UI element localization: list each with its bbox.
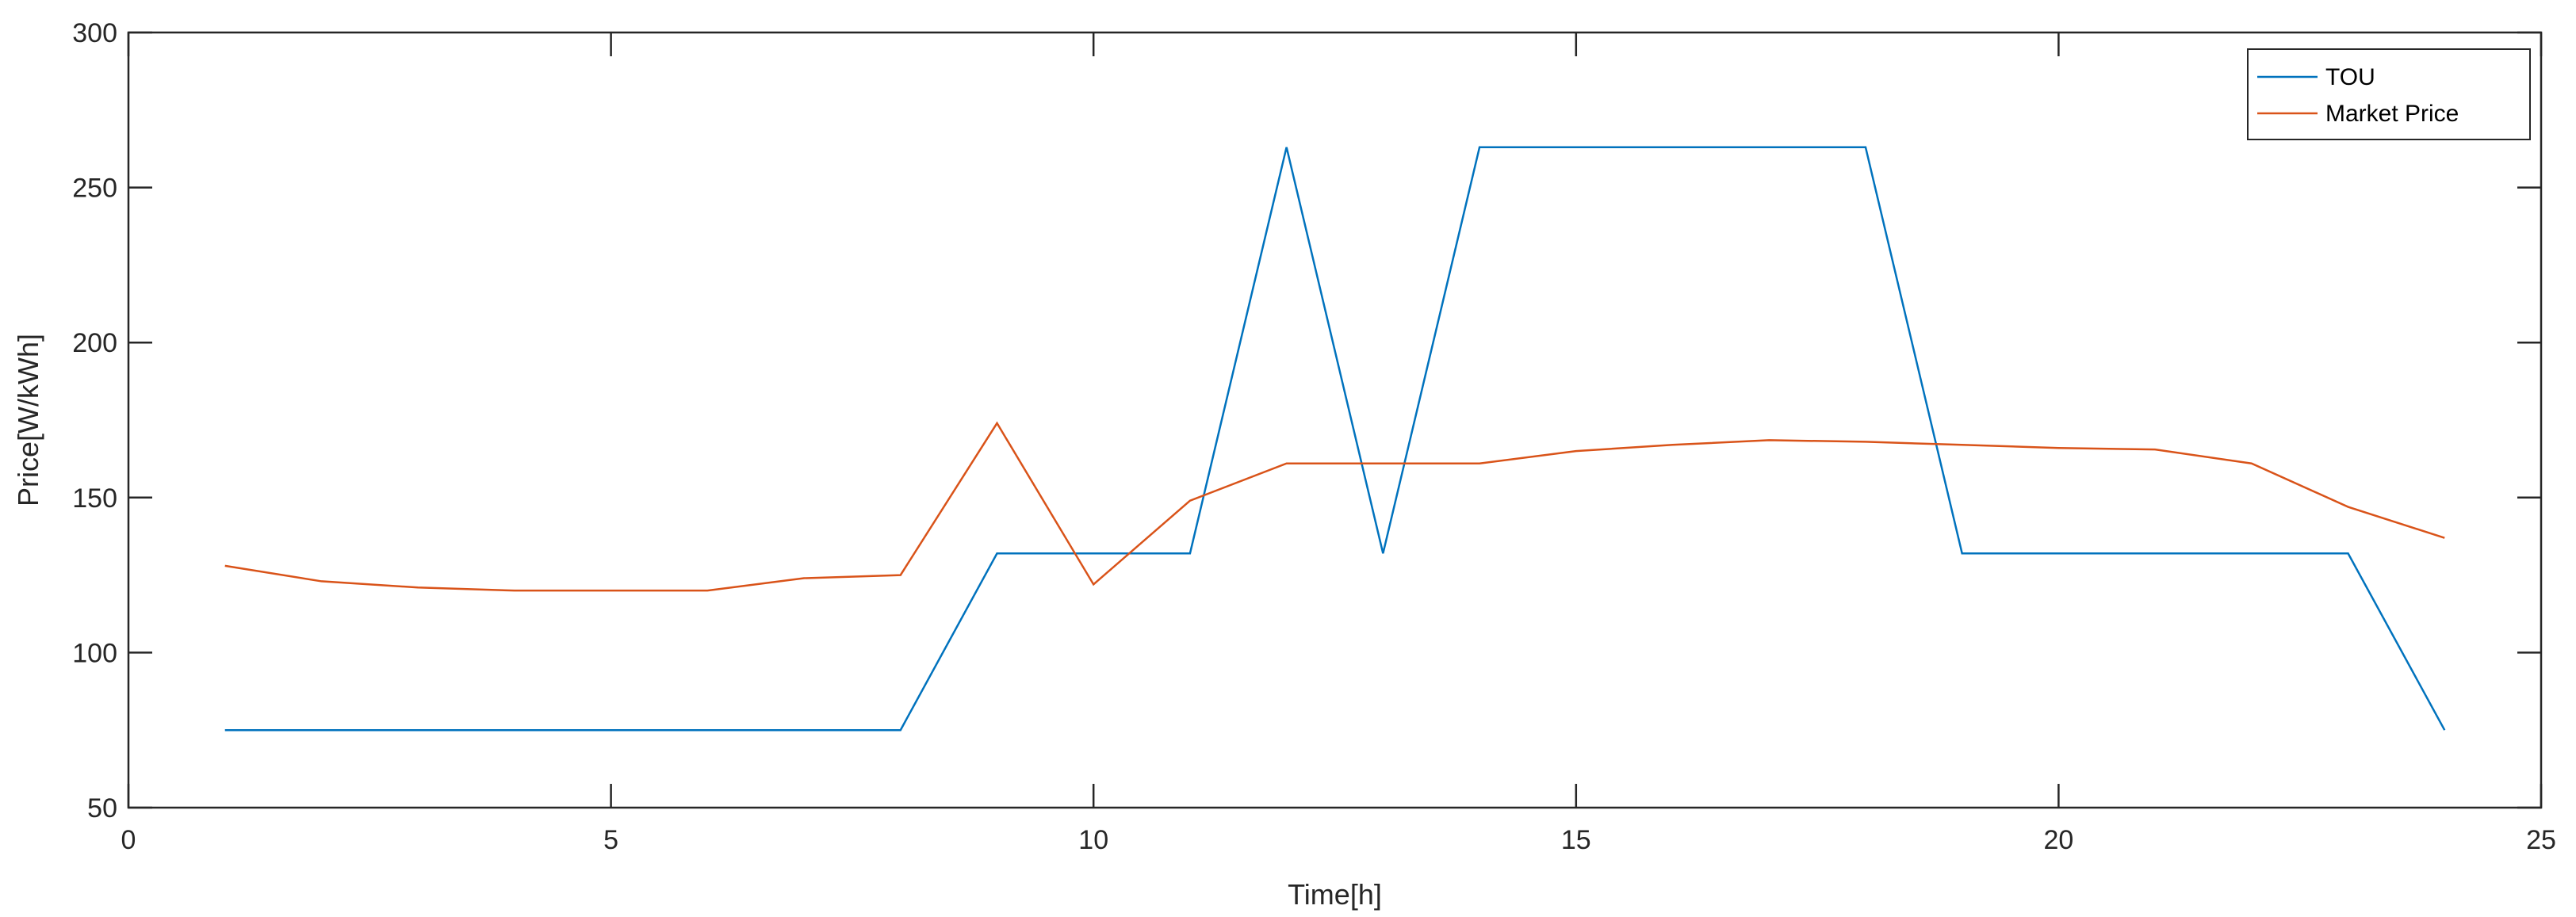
y-tick-label: 100 [72,638,117,668]
y-tick-label: 150 [72,483,117,514]
x-tick-label: 10 [1078,825,1108,855]
legend: TOU Market Price [2247,48,2531,140]
x-tick-label: 25 [2526,825,2556,855]
series-line-tou [224,146,2446,732]
series-line-market-price [224,421,2445,592]
y-tick-label: 200 [72,328,117,358]
series-lines [224,146,2446,732]
y-tick-label: 50 [87,793,117,823]
x-tick-label: 5 [603,825,618,855]
legend-label: TOU [2325,64,2375,90]
plot-frame [127,31,2543,809]
y-axis-label: Price[W/kWh] [12,334,44,506]
x-axis-label: Time[h] [1288,878,1382,911]
x-tick-label: 15 [1561,825,1591,855]
axes: 0 5 10 15 20 25 50 100 150 200 250 300 [72,18,2556,855]
x-tick-label: 20 [2043,825,2073,855]
y-tick-label: 300 [72,18,117,48]
y-tick-label: 250 [72,174,117,204]
x-tick-label: 0 [121,825,136,855]
legend-label: Market Price [2325,101,2459,127]
legend-box [2247,48,2531,140]
